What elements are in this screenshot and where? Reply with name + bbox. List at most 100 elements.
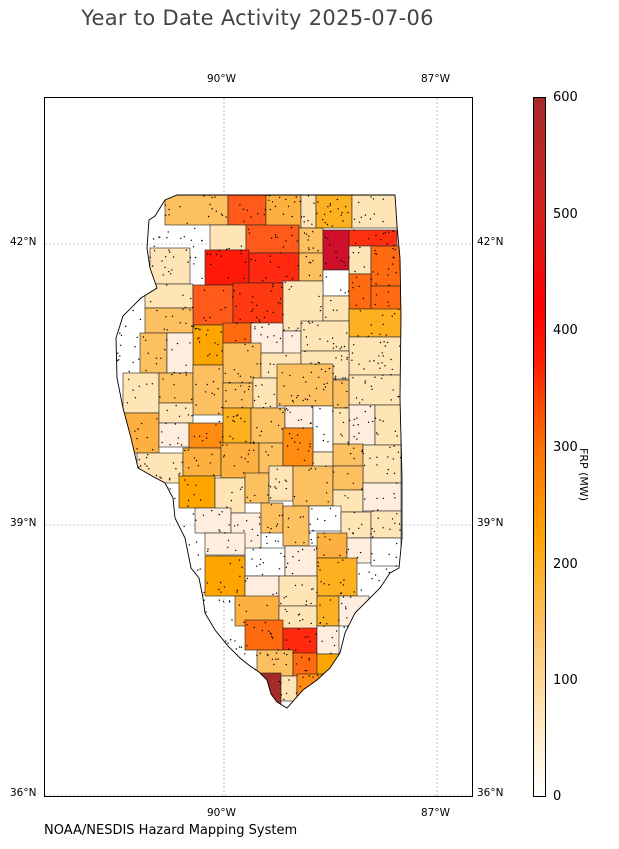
fire-point	[322, 686, 324, 688]
fire-point	[390, 399, 392, 401]
fire-point	[203, 289, 206, 291]
fire-point	[192, 246, 195, 248]
fire-point	[381, 599, 383, 601]
fire-point	[332, 347, 335, 349]
fire-point	[273, 663, 275, 666]
fire-point	[224, 372, 226, 375]
fire-point	[179, 322, 181, 324]
fire-point	[163, 710, 164, 711]
fire-point	[134, 614, 136, 616]
fire-point	[388, 231, 390, 233]
fire-point	[130, 226, 133, 228]
fire-point	[399, 456, 402, 459]
fire-point	[199, 499, 202, 501]
fire-point	[123, 541, 126, 543]
fire-point	[328, 584, 330, 586]
fire-point	[187, 691, 189, 693]
fire-point	[174, 423, 177, 425]
fire-point	[114, 433, 115, 434]
colorbar-tick-600: 600	[553, 90, 578, 105]
fire-point	[259, 434, 261, 437]
fire-point	[270, 290, 272, 292]
fire-point	[140, 542, 142, 545]
fire-point	[285, 355, 287, 357]
fire-point	[138, 466, 140, 468]
fire-point	[140, 286, 143, 289]
fire-point	[336, 198, 338, 201]
fire-point	[219, 441, 221, 443]
fire-point	[309, 523, 311, 525]
fire-point	[359, 666, 362, 669]
fire-point	[121, 533, 124, 535]
fire-point	[274, 540, 277, 542]
fire-point	[199, 435, 201, 437]
county	[158, 422, 190, 448]
county	[244, 547, 286, 577]
fire-point	[361, 523, 363, 526]
fire-point	[382, 220, 384, 223]
colorbar-tick-400: 400	[553, 323, 578, 338]
fire-point	[212, 381, 215, 383]
fire-point	[289, 411, 291, 413]
fire-point	[377, 509, 379, 511]
fire-point	[125, 596, 127, 599]
lon-label-top-90w: 90°W	[207, 73, 236, 85]
fire-point	[191, 415, 193, 417]
fire-point	[318, 362, 321, 364]
fire-point	[169, 518, 172, 521]
fire-point	[340, 592, 342, 594]
fire-point	[271, 635, 273, 638]
fire-point	[186, 222, 188, 224]
fire-point	[325, 680, 327, 682]
fire-point	[221, 640, 223, 643]
fire-point	[187, 648, 190, 650]
fire-point	[120, 251, 122, 254]
colorbar-tick-500: 500	[553, 207, 578, 222]
fire-point	[220, 591, 222, 593]
fire-point	[266, 310, 269, 312]
fire-point	[391, 315, 393, 317]
fire-point	[355, 653, 357, 655]
fire-point	[282, 411, 284, 414]
fire-point	[137, 527, 140, 529]
fire-point	[136, 336, 138, 339]
fire-point	[240, 245, 243, 247]
county	[144, 307, 194, 334]
fire-point	[190, 574, 192, 576]
fire-point	[177, 640, 179, 642]
fire-point	[173, 692, 176, 694]
fire-point	[343, 261, 345, 263]
fire-point	[194, 227, 196, 230]
fire-point	[284, 608, 286, 611]
fire-point	[146, 256, 148, 258]
fire-point	[164, 214, 167, 216]
fire-point	[316, 212, 318, 215]
fire-point	[173, 384, 175, 386]
fire-point	[197, 554, 200, 556]
fire-point	[243, 530, 245, 532]
fire-point	[392, 230, 394, 232]
fire-point	[185, 374, 187, 376]
fire-point	[138, 385, 140, 387]
fire-point	[220, 581, 222, 584]
state-outline	[115, 194, 403, 709]
fire-point	[301, 322, 303, 325]
fire-point	[187, 573, 190, 575]
fire-point	[264, 621, 266, 624]
fire-point	[378, 355, 380, 357]
fire-point	[398, 583, 400, 586]
fire-point	[374, 617, 376, 619]
fire-point	[211, 509, 213, 512]
fire-point	[147, 645, 149, 647]
fire-point	[147, 352, 149, 354]
fire-point	[389, 580, 392, 582]
fire-point	[138, 490, 141, 492]
fire-point	[234, 388, 237, 391]
fire-point	[397, 195, 400, 196]
fire-point	[307, 247, 310, 249]
fire-point	[292, 401, 294, 403]
fire-point	[358, 402, 361, 404]
fire-point	[146, 465, 148, 467]
county	[338, 595, 370, 627]
fire-point	[144, 255, 146, 257]
